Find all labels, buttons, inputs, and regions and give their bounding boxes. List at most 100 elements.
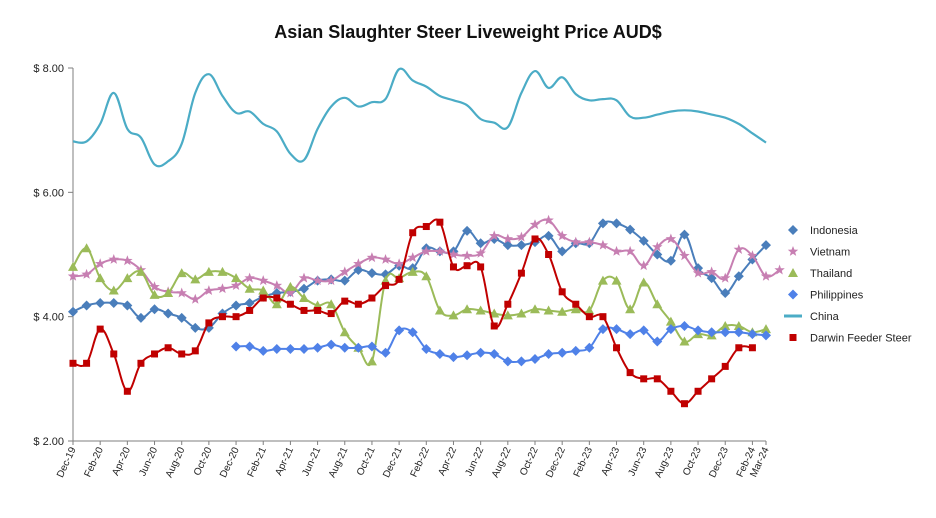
series-china	[72, 67, 767, 168]
data-point-philippines	[421, 343, 432, 354]
data-point-indonesia	[135, 312, 146, 323]
data-point-darwin-feeder-steer	[613, 344, 621, 352]
series-layer	[67, 67, 785, 408]
x-tick-label: Aug-20	[164, 445, 188, 479]
data-point-vietnam	[353, 258, 364, 269]
data-point-darwin-feeder-steer	[585, 313, 593, 321]
data-point-indonesia	[244, 297, 255, 308]
data-point-thailand	[516, 308, 527, 318]
legend: Indonesia Vietnam Thailand Philippines China…	[784, 225, 912, 345]
data-point-vietnam	[638, 260, 649, 271]
legend-label-thailand: Thailand	[810, 268, 852, 280]
data-point-vietnam	[176, 287, 187, 298]
data-point-vietnam	[149, 281, 160, 292]
data-point-indonesia	[502, 240, 513, 251]
data-point-thailand	[244, 283, 255, 293]
data-point-thailand	[258, 285, 269, 295]
data-point-darwin-feeder-steer	[599, 313, 607, 321]
legend-item-thailand: Thailand	[788, 268, 852, 280]
x-tick-label: Jun-21	[300, 445, 323, 478]
data-point-thailand	[584, 305, 595, 315]
data-point-vietnam	[570, 236, 581, 247]
data-point-thailand	[421, 271, 432, 281]
data-point-darwin-feeder-steer	[517, 269, 525, 277]
data-point-vietnam	[502, 233, 514, 244]
data-point-philippines	[761, 330, 771, 341]
data-point-darwin-feeder-steer	[314, 306, 322, 314]
x-tick-label: Feb-20	[83, 445, 107, 479]
data-point-darwin-feeder-steer	[83, 359, 91, 367]
data-point-thailand	[108, 285, 119, 295]
data-point-vietnam	[271, 280, 283, 290]
data-point-vietnam	[81, 268, 92, 279]
data-point-philippines	[557, 347, 568, 358]
data-point-darwin-feeder-steer	[232, 313, 240, 321]
data-point-philippines	[489, 348, 500, 359]
data-point-philippines	[462, 350, 473, 361]
data-point-thailand	[434, 305, 445, 315]
data-point-philippines	[747, 329, 758, 340]
data-point-indonesia	[163, 308, 174, 319]
x-tick-label: Apr-22	[437, 445, 460, 477]
data-point-thailand	[557, 306, 568, 316]
legend-item-philippines: Philippines	[788, 289, 864, 302]
data-point-indonesia	[543, 230, 554, 241]
data-point-darwin-feeder-steer	[327, 310, 335, 318]
data-point-philippines	[516, 356, 527, 367]
data-point-darwin-feeder-steer	[436, 218, 444, 226]
data-point-thailand	[190, 274, 201, 284]
data-point-indonesia	[597, 218, 608, 229]
data-point-vietnam	[217, 283, 228, 294]
data-point-thailand	[231, 273, 242, 283]
series-line-philippines	[236, 324, 767, 364]
data-point-vietnam	[706, 266, 717, 277]
legend-item-darwin-feeder-steer: Darwin Feeder Steer	[789, 333, 912, 345]
data-point-indonesia	[516, 240, 527, 251]
data-point-philippines	[611, 324, 622, 335]
data-point-thailand	[68, 261, 78, 271]
data-point-darwin-feeder-steer	[164, 344, 172, 352]
data-point-thailand	[163, 288, 174, 298]
data-point-vietnam	[529, 219, 541, 230]
data-point-vietnam	[407, 252, 418, 263]
data-point-vietnam	[190, 293, 201, 304]
x-tick-label: Oct-21	[355, 445, 378, 477]
data-point-philippines	[679, 320, 690, 331]
data-point-darwin-feeder-steer	[531, 235, 539, 243]
data-point-darwin-feeder-steer	[422, 223, 430, 231]
series-line-china	[72, 67, 767, 168]
data-point-thailand	[299, 293, 309, 303]
data-point-thailand	[665, 316, 676, 326]
data-point-darwin-feeder-steer	[354, 300, 362, 308]
data-point-vietnam	[611, 245, 622, 256]
y-tick-label: $ 8.00	[33, 63, 64, 75]
data-point-darwin-feeder-steer	[409, 229, 417, 237]
data-point-darwin-feeder-steer	[640, 375, 648, 383]
data-point-darwin-feeder-steer	[382, 282, 390, 290]
data-point-thailand	[149, 289, 160, 299]
series-line-indonesia	[72, 220, 767, 331]
x-tick-label: Jun-23	[627, 445, 650, 478]
data-point-darwin-feeder-steer	[110, 350, 118, 358]
x-tick-label: Dec-19	[55, 445, 79, 479]
data-point-philippines	[299, 343, 309, 354]
data-point-darwin-feeder-steer	[286, 300, 294, 308]
data-point-vietnam	[597, 239, 609, 250]
data-point-darwin-feeder-steer	[273, 294, 281, 302]
data-point-philippines	[244, 341, 255, 352]
x-tick-label: Aug-23	[653, 445, 677, 479]
data-point-darwin-feeder-steer	[123, 387, 131, 395]
data-point-vietnam	[584, 236, 595, 247]
data-point-philippines	[638, 325, 649, 336]
legend-label-darwin-feeder-steer: Darwin Feeder Steer	[810, 333, 912, 345]
data-point-philippines	[584, 342, 595, 353]
data-point-philippines	[434, 348, 445, 359]
data-point-vietnam	[774, 264, 785, 275]
legend-label-china: China	[810, 311, 840, 323]
data-point-darwin-feeder-steer	[708, 375, 716, 383]
data-point-indonesia	[489, 233, 500, 244]
x-tick-label: Jun-22	[463, 445, 486, 478]
data-point-darwin-feeder-steer	[463, 262, 471, 270]
legend-swatch-indonesia	[788, 225, 798, 235]
data-point-philippines	[706, 327, 717, 338]
